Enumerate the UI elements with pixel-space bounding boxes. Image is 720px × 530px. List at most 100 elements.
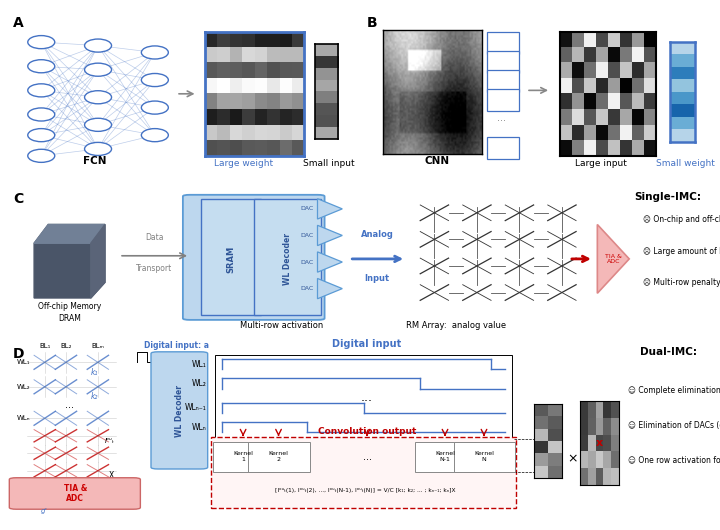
Text: Digital input: Digital input bbox=[333, 339, 402, 349]
Polygon shape bbox=[91, 225, 105, 298]
Text: C: C bbox=[13, 192, 23, 206]
FancyBboxPatch shape bbox=[212, 442, 274, 472]
Text: Off-chip Memory: Off-chip Memory bbox=[38, 302, 101, 311]
Text: k₂: k₂ bbox=[91, 392, 98, 401]
Circle shape bbox=[84, 118, 112, 131]
Text: Convolution output: Convolution output bbox=[318, 427, 416, 436]
Text: [Iᵒᵘₜ(1), Iᵒᵘₜ(2), ..., Iᵒᵘₜ(N-1), Iᵒᵘₜ(N)] = V/C [k₁; k₂; ... ; kₙ₋₁; kₙ]X: [Iᵒᵘₜ(1), Iᵒᵘₜ(2), ..., Iᵒᵘₜ(N-1), Iᵒᵘₜ(… bbox=[275, 488, 455, 493]
Polygon shape bbox=[318, 252, 342, 272]
Text: Large input: Large input bbox=[575, 159, 626, 168]
Text: Small weight: Small weight bbox=[657, 159, 715, 168]
Text: Single-IMC:: Single-IMC: bbox=[635, 192, 702, 202]
Text: Kernel
2: Kernel 2 bbox=[269, 452, 289, 462]
Circle shape bbox=[28, 129, 55, 142]
Text: ☺ One row activation for one kernel: ☺ One row activation for one kernel bbox=[628, 456, 720, 465]
Text: ☺ Complete elimination of data movement: ☺ Complete elimination of data movement bbox=[628, 386, 720, 395]
Text: TIA &
ADC: TIA & ADC bbox=[63, 484, 87, 503]
FancyBboxPatch shape bbox=[201, 199, 261, 315]
FancyBboxPatch shape bbox=[183, 195, 325, 320]
Text: ...: ... bbox=[65, 400, 74, 410]
Text: ☺ Elimination of DACs (digital input): ☺ Elimination of DACs (digital input) bbox=[628, 421, 720, 430]
Text: WLₙ: WLₙ bbox=[192, 422, 206, 431]
Polygon shape bbox=[598, 225, 629, 293]
FancyBboxPatch shape bbox=[415, 442, 476, 472]
Text: Digital input: a: Digital input: a bbox=[144, 341, 209, 350]
Text: CNN: CNN bbox=[425, 156, 450, 166]
Text: ×: × bbox=[294, 87, 306, 101]
Bar bbox=[215, 355, 513, 438]
Text: DAC: DAC bbox=[301, 233, 314, 238]
Text: DAC: DAC bbox=[301, 286, 314, 291]
Text: ...: ... bbox=[497, 113, 505, 123]
FancyBboxPatch shape bbox=[454, 442, 515, 472]
Text: Iᵒᵘₜ: Iᵒᵘₜ bbox=[105, 438, 115, 444]
Bar bbox=[487, 69, 519, 92]
Circle shape bbox=[28, 84, 55, 97]
Text: x: x bbox=[595, 438, 603, 448]
Text: BL₁: BL₁ bbox=[39, 343, 50, 349]
FancyBboxPatch shape bbox=[211, 437, 516, 508]
Text: WLₙ: WLₙ bbox=[17, 416, 30, 421]
Text: Multi-row activation: Multi-row activation bbox=[240, 321, 324, 330]
Bar bbox=[487, 89, 519, 111]
Circle shape bbox=[141, 101, 168, 114]
Text: ×: × bbox=[567, 452, 577, 465]
Circle shape bbox=[28, 60, 55, 73]
Text: Input: Input bbox=[364, 274, 390, 283]
Text: TIA &
ADC: TIA & ADC bbox=[606, 253, 622, 264]
Text: ...: ... bbox=[361, 391, 373, 404]
Bar bbox=[487, 32, 519, 54]
Text: B: B bbox=[366, 16, 377, 30]
Text: DAC: DAC bbox=[301, 206, 314, 211]
Polygon shape bbox=[318, 225, 342, 245]
Text: Analog: Analog bbox=[361, 230, 393, 239]
Text: BLₘ: BLₘ bbox=[91, 343, 104, 349]
Text: RM Array:  analog value: RM Array: analog value bbox=[405, 321, 505, 330]
Text: Small input: Small input bbox=[303, 159, 354, 168]
Text: Kernel
N-1: Kernel N-1 bbox=[435, 452, 455, 462]
Text: Kernel
1: Kernel 1 bbox=[233, 452, 253, 462]
Text: k₁₋ₙ: k₁₋ₙ bbox=[542, 434, 555, 440]
Text: ☹ Large amount of DACs: ☹ Large amount of DACs bbox=[644, 246, 720, 255]
FancyBboxPatch shape bbox=[151, 352, 207, 469]
Text: WL Decoder: WL Decoder bbox=[175, 385, 184, 437]
Text: BL₂: BL₂ bbox=[60, 343, 72, 349]
Text: D: D bbox=[13, 347, 24, 360]
FancyBboxPatch shape bbox=[9, 478, 140, 509]
Text: X: X bbox=[109, 471, 114, 480]
Text: Large weight: Large weight bbox=[214, 159, 273, 168]
Circle shape bbox=[84, 63, 112, 76]
Text: k₁: k₁ bbox=[91, 367, 98, 376]
Circle shape bbox=[84, 91, 112, 104]
Text: WL₂: WL₂ bbox=[17, 384, 30, 390]
Bar bbox=[487, 51, 519, 73]
FancyBboxPatch shape bbox=[248, 442, 310, 472]
Circle shape bbox=[141, 74, 168, 86]
FancyBboxPatch shape bbox=[253, 199, 321, 315]
Circle shape bbox=[28, 108, 55, 121]
Text: FCN: FCN bbox=[83, 156, 107, 166]
Text: WL Decoder: WL Decoder bbox=[283, 233, 292, 285]
Circle shape bbox=[84, 143, 112, 155]
Polygon shape bbox=[34, 225, 105, 243]
Circle shape bbox=[28, 149, 55, 162]
Text: Data: Data bbox=[145, 233, 163, 242]
Text: ...: ... bbox=[363, 452, 372, 462]
Text: A: A bbox=[13, 16, 24, 30]
Text: ☹ Multi-row penalty: ☹ Multi-row penalty bbox=[644, 278, 720, 287]
Text: Kernel
N: Kernel N bbox=[474, 452, 494, 462]
Polygon shape bbox=[318, 278, 342, 299]
Text: WLₙ₋₁: WLₙ₋₁ bbox=[184, 403, 206, 412]
Bar bbox=[487, 137, 519, 159]
Text: gᶜ: gᶜ bbox=[41, 508, 48, 514]
Text: Dual-IMC:: Dual-IMC: bbox=[639, 347, 697, 357]
Polygon shape bbox=[34, 225, 105, 298]
Circle shape bbox=[84, 39, 112, 52]
Circle shape bbox=[141, 129, 168, 142]
Text: WL₁: WL₁ bbox=[17, 359, 30, 365]
Text: ×: × bbox=[644, 83, 656, 98]
Text: DRAM: DRAM bbox=[58, 314, 81, 323]
Text: Transport: Transport bbox=[136, 264, 173, 273]
Circle shape bbox=[28, 36, 55, 49]
Text: SRAM: SRAM bbox=[227, 245, 235, 272]
